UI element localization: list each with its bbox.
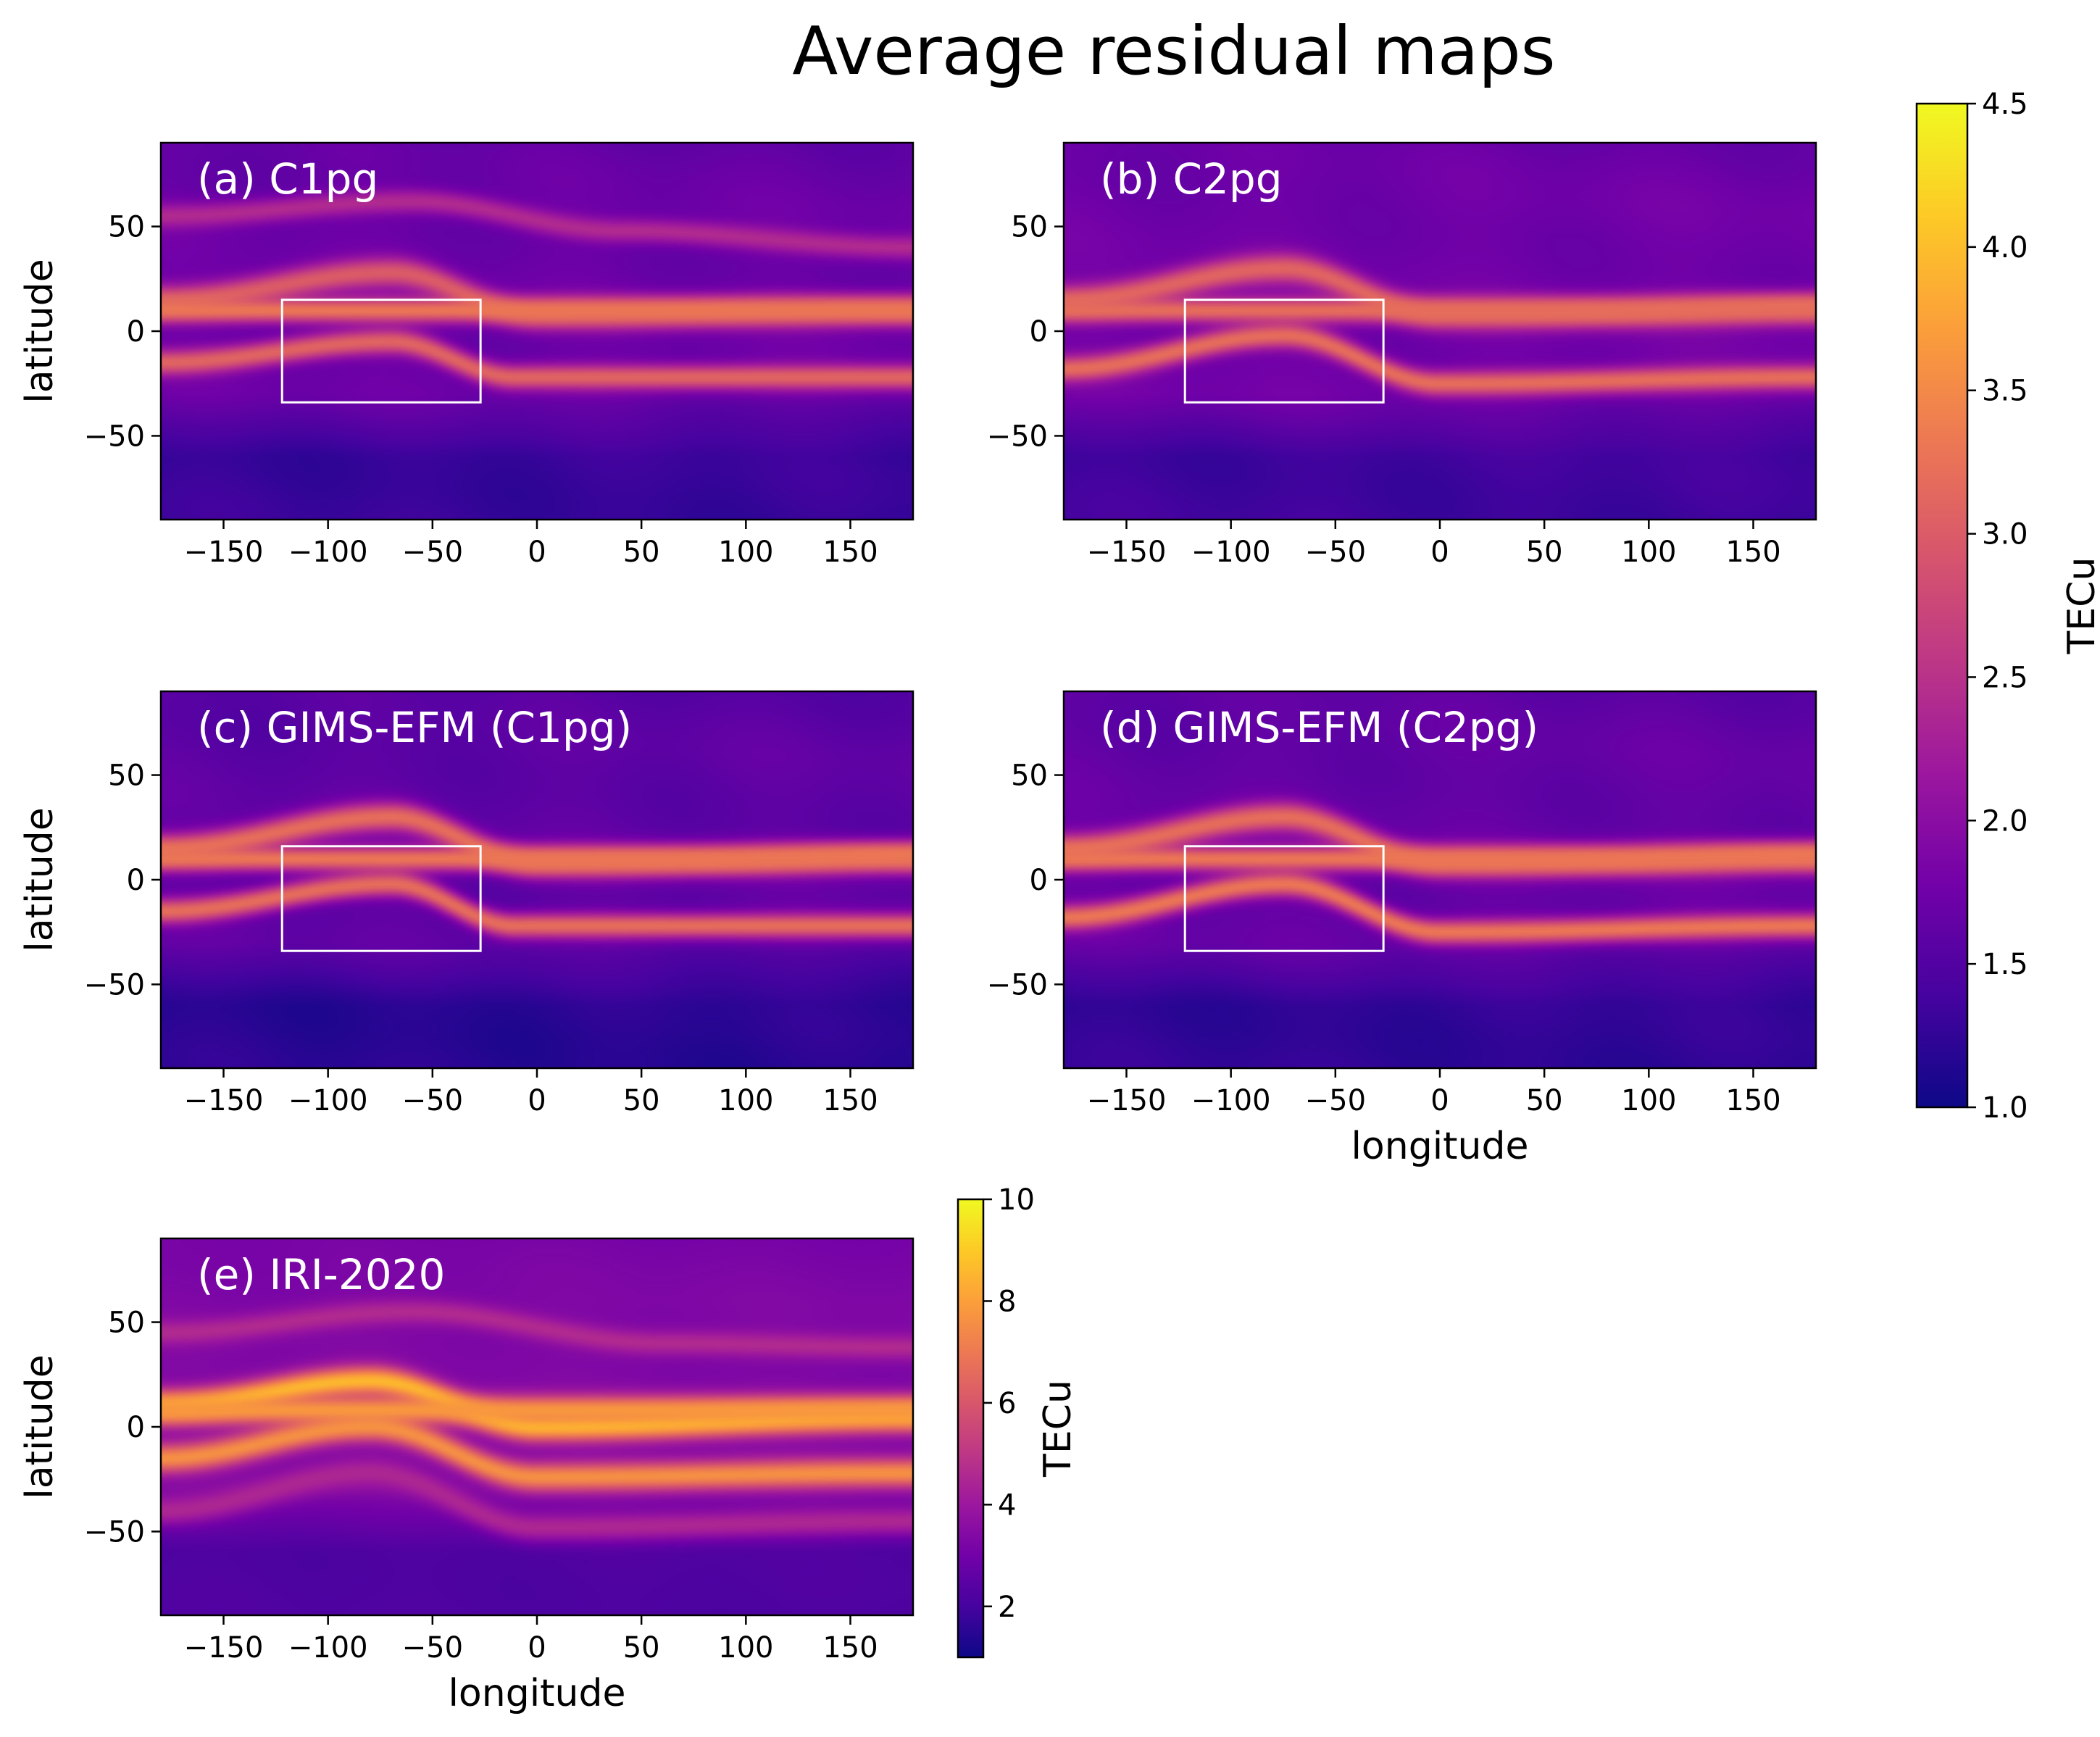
colorbar-bar <box>957 1198 985 1659</box>
panel-label: (b) C2pg <box>1100 154 1283 204</box>
x-tick-label: 0 <box>528 536 546 569</box>
x-tick-label: 50 <box>1526 1084 1563 1117</box>
y-tick-label: −50 <box>84 420 145 453</box>
y-tick-label: 0 <box>127 1411 145 1444</box>
x-tick-label: 50 <box>623 536 660 569</box>
chart-panel-d: (d) GIMS-EFM (C2pg) −150 −100 −50 0 50 100 150 −… <box>987 690 1817 1168</box>
x-tick-label: −150 <box>184 1084 264 1117</box>
colorbar-tick-label: 3.5 <box>1982 375 2028 408</box>
y-tick-label: 50 <box>108 759 145 793</box>
y-axis-label: latitude <box>18 807 62 952</box>
panel-label: (c) GIMS-EFM (C1pg) <box>197 703 632 752</box>
x-tick-label: 150 <box>1725 536 1780 569</box>
y-axis-label: latitude <box>18 259 62 404</box>
panel-label: (d) GIMS-EFM (C2pg) <box>1100 703 1538 752</box>
colorbar-tick-label: 10 <box>998 1183 1035 1217</box>
y-tick-label: 0 <box>127 315 145 349</box>
x-tick-label: −150 <box>1087 536 1167 569</box>
region-box <box>280 845 482 952</box>
x-tick-label: −100 <box>288 536 368 569</box>
region-box <box>280 299 482 404</box>
panel-label: (e) IRI-2020 <box>197 1250 445 1299</box>
x-tick-label: 50 <box>1526 536 1563 569</box>
x-tick-label: −150 <box>184 536 264 569</box>
x-tick-label: 0 <box>528 1084 546 1117</box>
heatmap-image <box>1064 143 1816 520</box>
colorbar-tick-label: 2.0 <box>1982 804 2028 838</box>
colorbar-tick-label: 2 <box>998 1591 1016 1624</box>
x-tick-label: 50 <box>623 1631 660 1665</box>
colorbar-tick-label: 8 <box>998 1285 1016 1318</box>
x-tick-label: −50 <box>1305 536 1366 569</box>
y-tick-label: 50 <box>1011 211 1048 244</box>
panels: (a) C1pg−150 −100 −50 0 50 100 150−50050latitu… <box>18 141 1817 1715</box>
x-tick-label: 150 <box>1725 1084 1780 1117</box>
x-axis-label: longitude <box>1351 1125 1528 1168</box>
x-tick-label: 0 <box>528 1631 546 1665</box>
x-tick-label: −50 <box>402 536 463 569</box>
y-tick-label: −50 <box>987 420 1048 453</box>
y-tick-label: −50 <box>987 968 1048 1001</box>
figure-title: Average residual maps <box>792 12 1555 90</box>
x-tick-label: −150 <box>1087 1084 1167 1117</box>
colorbar-label: TECu <box>2060 557 2100 655</box>
chart-panel-b: (b) C2pg −150 −100 −50 0 50 100 150 −50 0 50 <box>987 141 1817 569</box>
heatmap-image <box>161 691 913 1068</box>
y-tick-label: 0 <box>1030 864 1048 897</box>
colorbar-tick-label: 3.0 <box>1982 518 2028 551</box>
x-tick-label: 100 <box>718 1631 773 1665</box>
y-tick-label: 50 <box>108 211 145 244</box>
colorbar-tick-label: 1.0 <box>1982 1091 2028 1125</box>
x-tick-label: 100 <box>718 1084 773 1117</box>
x-tick-label: −100 <box>288 1631 368 1665</box>
chart-panel-a: (a) C1pg −150 −100 −50 0 50 100 150 −50 0 50 latitu… <box>18 141 914 569</box>
x-tick-label: −50 <box>402 1084 463 1117</box>
colorbar-tick-label: 4.5 <box>1982 88 2028 121</box>
x-tick-label: 50 <box>623 1084 660 1117</box>
x-tick-label: 100 <box>1621 536 1676 569</box>
x-tick-label: 100 <box>718 536 773 569</box>
colorbar-shared_1: 1.0 1.5 2.0 2.5 3.0 3.5 4.0 4.5 TECu <box>1915 88 2100 1125</box>
colorbar-tick-label: 4 <box>998 1488 1016 1522</box>
y-tick-label: 0 <box>127 864 145 897</box>
heatmap-image <box>1064 691 1816 1068</box>
x-tick-label: −150 <box>184 1631 264 1665</box>
x-tick-label: 100 <box>1621 1084 1676 1117</box>
x-tick-label: −100 <box>1191 536 1271 569</box>
colorbar-bar <box>1915 102 1969 1109</box>
x-tick-label: −50 <box>1305 1084 1366 1117</box>
chart-panel-c: (c) GIMS-EFM (C1pg) −150 −100 −50 0 50 100 150 −… <box>18 690 914 1117</box>
colorbar-label: TECu <box>1036 1380 1080 1478</box>
y-tick-label: −50 <box>84 968 145 1001</box>
colorbar-tick-label: 6 <box>998 1387 1016 1420</box>
y-tick-label: −50 <box>84 1515 145 1549</box>
colorbars: 1.0 1.5 2.0 2.5 3.0 3.5 4.0 4.5 TECu 2 4 6 8 10 TECu <box>957 88 2100 1659</box>
y-tick-label: 50 <box>1011 759 1048 793</box>
colorbar-tick-label: 1.5 <box>1982 948 2028 981</box>
panel-label: (a) C1pg <box>197 154 378 204</box>
region-box <box>1183 299 1385 404</box>
x-tick-label: −100 <box>288 1084 368 1117</box>
x-tick-label: −100 <box>1191 1084 1271 1117</box>
x-tick-label: 150 <box>822 536 878 569</box>
x-tick-label: 150 <box>822 1084 878 1117</box>
colorbar-tick-label: 4.0 <box>1982 231 2028 264</box>
colorbar-tick-label: 2.5 <box>1982 661 2028 694</box>
x-tick-label: 0 <box>1430 1084 1449 1117</box>
region-box <box>1183 845 1385 952</box>
heatmap-image <box>161 1238 913 1615</box>
chart-panel-e: (e) IRI-2020 −150 −100 −50 0 50 100 150 −50 0 50 la… <box>18 1237 914 1715</box>
x-tick-label: 150 <box>822 1631 878 1665</box>
y-tick-label: 0 <box>1030 315 1048 349</box>
x-axis-label: longitude <box>448 1672 625 1715</box>
y-tick-label: 50 <box>108 1307 145 1340</box>
y-axis-label: latitude <box>18 1354 62 1499</box>
colorbar-iri: 2 4 6 8 10 TECu <box>957 1183 1080 1659</box>
heatmap-image <box>161 143 913 520</box>
x-tick-label: 0 <box>1430 536 1449 569</box>
x-tick-label: −50 <box>402 1631 463 1665</box>
